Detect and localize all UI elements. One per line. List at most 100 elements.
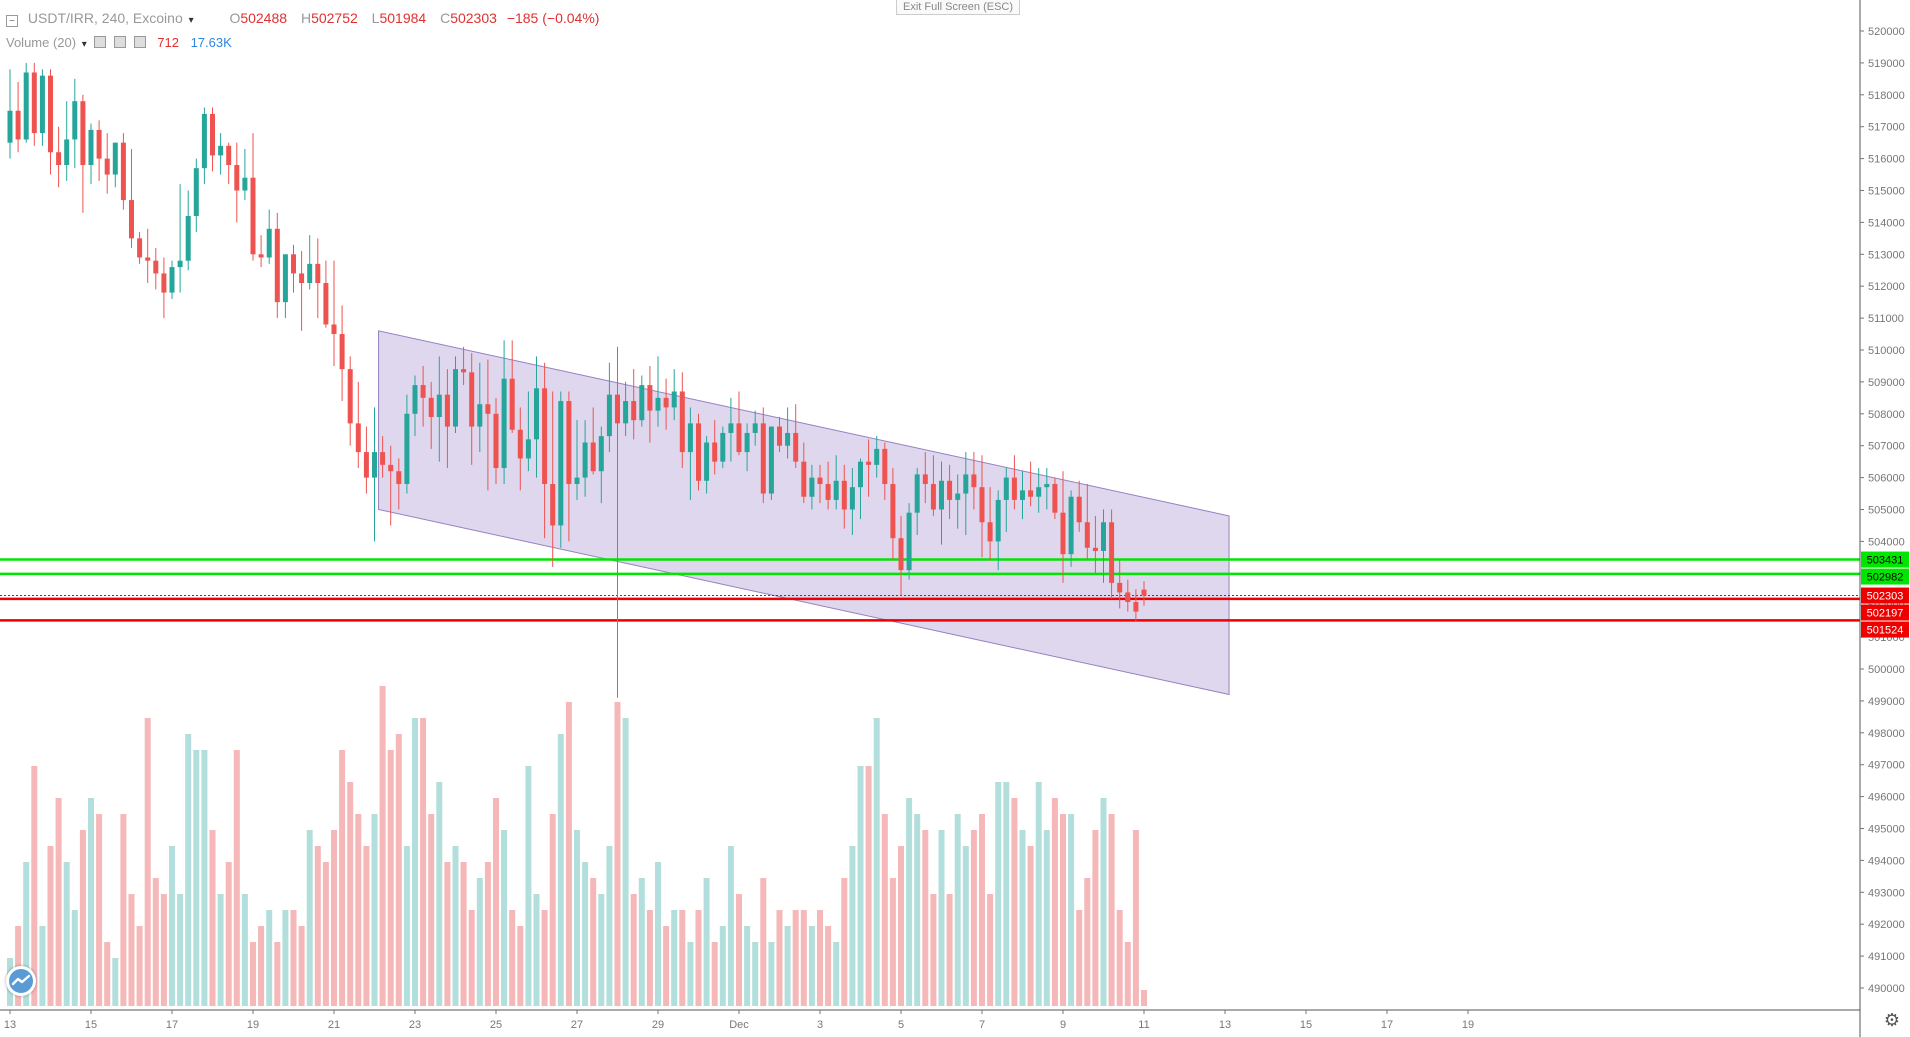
candle-body xyxy=(615,394,620,424)
volume-bar xyxy=(331,830,337,1006)
volume-bar xyxy=(31,766,38,1006)
volume-bar xyxy=(1027,846,1034,1006)
candle-body xyxy=(930,483,936,510)
candle-body xyxy=(728,423,734,433)
candle-body xyxy=(501,378,507,469)
candle-body xyxy=(104,158,110,175)
x-tick-label: 23 xyxy=(409,1019,421,1031)
volume-bar xyxy=(233,750,240,1006)
horizontal-lines[interactable] xyxy=(0,558,1860,622)
candle-body xyxy=(218,145,224,156)
price-label-box xyxy=(1861,604,1909,621)
volume-bar xyxy=(476,878,483,1006)
candle-body xyxy=(550,483,556,526)
candle-body xyxy=(380,452,386,465)
volume-bar xyxy=(290,910,297,1006)
candle-body xyxy=(704,442,710,481)
volume-bar xyxy=(217,894,224,1006)
high-value: 502752 xyxy=(311,10,358,26)
volume-bar xyxy=(792,910,799,1006)
candle-body xyxy=(258,254,264,258)
volume-bar xyxy=(120,814,127,1006)
volume-bar xyxy=(79,830,86,1006)
volume-bar xyxy=(363,846,370,1006)
candle-body xyxy=(177,260,183,268)
collapse-icon[interactable]: − xyxy=(6,15,18,27)
symbol-label[interactable]: USDT/IRR, 240, Excoino xyxy=(27,10,183,26)
y-tick-label: 515000 xyxy=(1868,186,1905,198)
tradingview-logo-icon[interactable] xyxy=(6,966,36,996)
candle-body xyxy=(971,474,977,488)
volume-bar xyxy=(298,926,305,1006)
volume-bar xyxy=(1092,830,1099,1006)
volume-bar xyxy=(387,750,394,1006)
volume-bar xyxy=(201,750,208,1006)
volume-bar xyxy=(687,942,694,1006)
volume-bar xyxy=(177,894,184,1006)
candle-body xyxy=(453,369,458,427)
candle-body xyxy=(477,404,483,427)
volume-bar xyxy=(768,942,775,1006)
volume-bar xyxy=(914,814,921,1006)
volume-bar xyxy=(1011,798,1018,1006)
candle-body xyxy=(120,142,126,201)
chevron-down-icon[interactable]: ▾ xyxy=(188,15,194,26)
close-value: 502303 xyxy=(450,10,497,26)
candle-body xyxy=(282,254,288,303)
y-tick-label: 520000 xyxy=(1868,26,1905,38)
volume-label[interactable]: Volume (20) xyxy=(6,35,77,50)
volume-bar xyxy=(817,910,823,1006)
candle-body xyxy=(1125,592,1131,603)
y-tick-label: 493000 xyxy=(1868,887,1905,899)
settings-mini-icon[interactable] xyxy=(114,36,126,48)
candle-body xyxy=(712,442,718,462)
candle-body xyxy=(1003,477,1009,500)
x-tick-label: 27 xyxy=(571,1019,583,1031)
volume-bar xyxy=(906,798,913,1006)
volume-bar xyxy=(833,942,840,1006)
candle-body xyxy=(1028,490,1034,497)
volume-bar xyxy=(274,942,281,1006)
y-tick-label: 505000 xyxy=(1868,505,1905,517)
y-tick-label: 499000 xyxy=(1868,696,1905,708)
volume-bar xyxy=(23,862,30,1006)
candle-body xyxy=(1092,547,1098,551)
candle-body xyxy=(809,477,815,497)
volume-bar xyxy=(444,862,451,1006)
parallel-channel[interactable] xyxy=(378,330,1230,696)
exit-fullscreen-button[interactable]: Exit Full Screen (ESC) xyxy=(896,0,1021,15)
y-tick-label: 517000 xyxy=(1868,122,1905,134)
candle-body xyxy=(88,129,94,165)
candle-body xyxy=(947,480,953,500)
x-tick-label: Dec xyxy=(729,1019,749,1031)
volume-bar xyxy=(865,766,872,1006)
x-tick-label: 13 xyxy=(4,1019,16,1031)
candle-body xyxy=(250,177,256,255)
gear-icon[interactable]: ⚙ xyxy=(1883,1010,1900,1030)
volume-bar xyxy=(752,942,759,1006)
volume-bar xyxy=(614,702,621,1006)
volume-bar xyxy=(322,862,329,1006)
candle-body xyxy=(922,474,928,484)
candle-body xyxy=(493,413,499,469)
volume-bar xyxy=(96,814,103,1006)
x-tick-label: 9 xyxy=(1060,1019,1066,1031)
x-tick-label: 19 xyxy=(247,1019,259,1031)
candle-body xyxy=(363,452,369,478)
volume-bar xyxy=(946,894,953,1006)
candle-body xyxy=(64,139,70,165)
candle-body xyxy=(858,461,863,488)
candle-body xyxy=(1068,496,1074,555)
volume-bar xyxy=(193,750,200,1006)
candle-body xyxy=(623,401,629,424)
volume-bar xyxy=(841,878,848,1006)
volume-bar xyxy=(460,862,467,1006)
eye-icon[interactable] xyxy=(94,36,107,48)
chevron-down-icon[interactable]: ▾ xyxy=(81,39,87,50)
candle-body xyxy=(331,324,337,335)
volume-bar xyxy=(857,766,864,1006)
candle-body xyxy=(542,388,548,484)
volume-bar xyxy=(776,910,783,1006)
close-icon[interactable] xyxy=(133,36,146,48)
